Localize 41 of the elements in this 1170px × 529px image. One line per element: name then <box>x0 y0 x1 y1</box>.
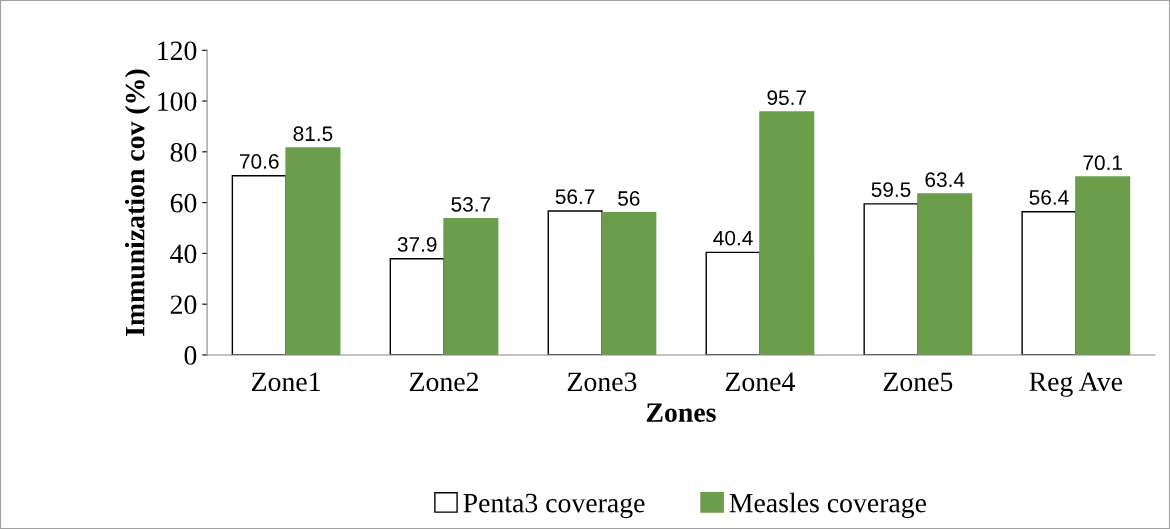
data-label: 56 <box>618 191 640 206</box>
bar <box>1075 176 1131 355</box>
x-tick-label: Zone2 <box>409 372 478 392</box>
data-label: 59.5 <box>871 182 911 197</box>
bar <box>547 210 603 355</box>
bar <box>443 217 499 355</box>
data-label: 40.4 <box>713 230 753 246</box>
bar <box>231 174 287 355</box>
y-tick-label: 40 <box>170 244 197 264</box>
data-label: 70.6 <box>240 154 279 169</box>
data-label: 70.1 <box>1083 155 1122 171</box>
x-tick-label: Reg Ave <box>1029 372 1123 397</box>
data-label: 56.4 <box>1029 190 1069 205</box>
data-label: 63.4 <box>925 172 965 188</box>
bar <box>389 258 445 355</box>
bar <box>863 203 919 355</box>
bar <box>1021 211 1077 355</box>
bar <box>285 147 341 355</box>
data-label: 37.9 <box>397 237 437 252</box>
legend-label: Penta3 coverage <box>463 493 645 519</box>
legend-label: Measles coverage <box>729 492 927 519</box>
data-label: 56.7 <box>555 189 595 205</box>
x-tick-label: Zone5 <box>883 372 953 392</box>
x-tick-label: Zone1 <box>251 372 320 392</box>
y-tick-label: 60 <box>170 193 197 213</box>
bar <box>917 193 973 355</box>
bar <box>759 111 815 355</box>
x-tick-label: Zone4 <box>725 372 795 392</box>
y-tick-label: 0 <box>184 346 197 365</box>
y-tick-label: 120 <box>158 41 197 61</box>
data-label: 81.5 <box>293 126 333 142</box>
bar <box>705 251 761 355</box>
x-tick-label: Zone3 <box>567 372 637 392</box>
data-label: 53.7 <box>451 196 491 212</box>
x-axis-title: Zones <box>646 403 716 422</box>
y-tick-label: 80 <box>170 142 197 162</box>
bar <box>601 212 657 355</box>
y-tick-label: 20 <box>170 295 197 315</box>
y-axis-title: Immunization cov (%) <box>124 69 151 336</box>
y-tick-label: 100 <box>158 92 197 111</box>
data-label: 95.7 <box>767 90 806 106</box>
